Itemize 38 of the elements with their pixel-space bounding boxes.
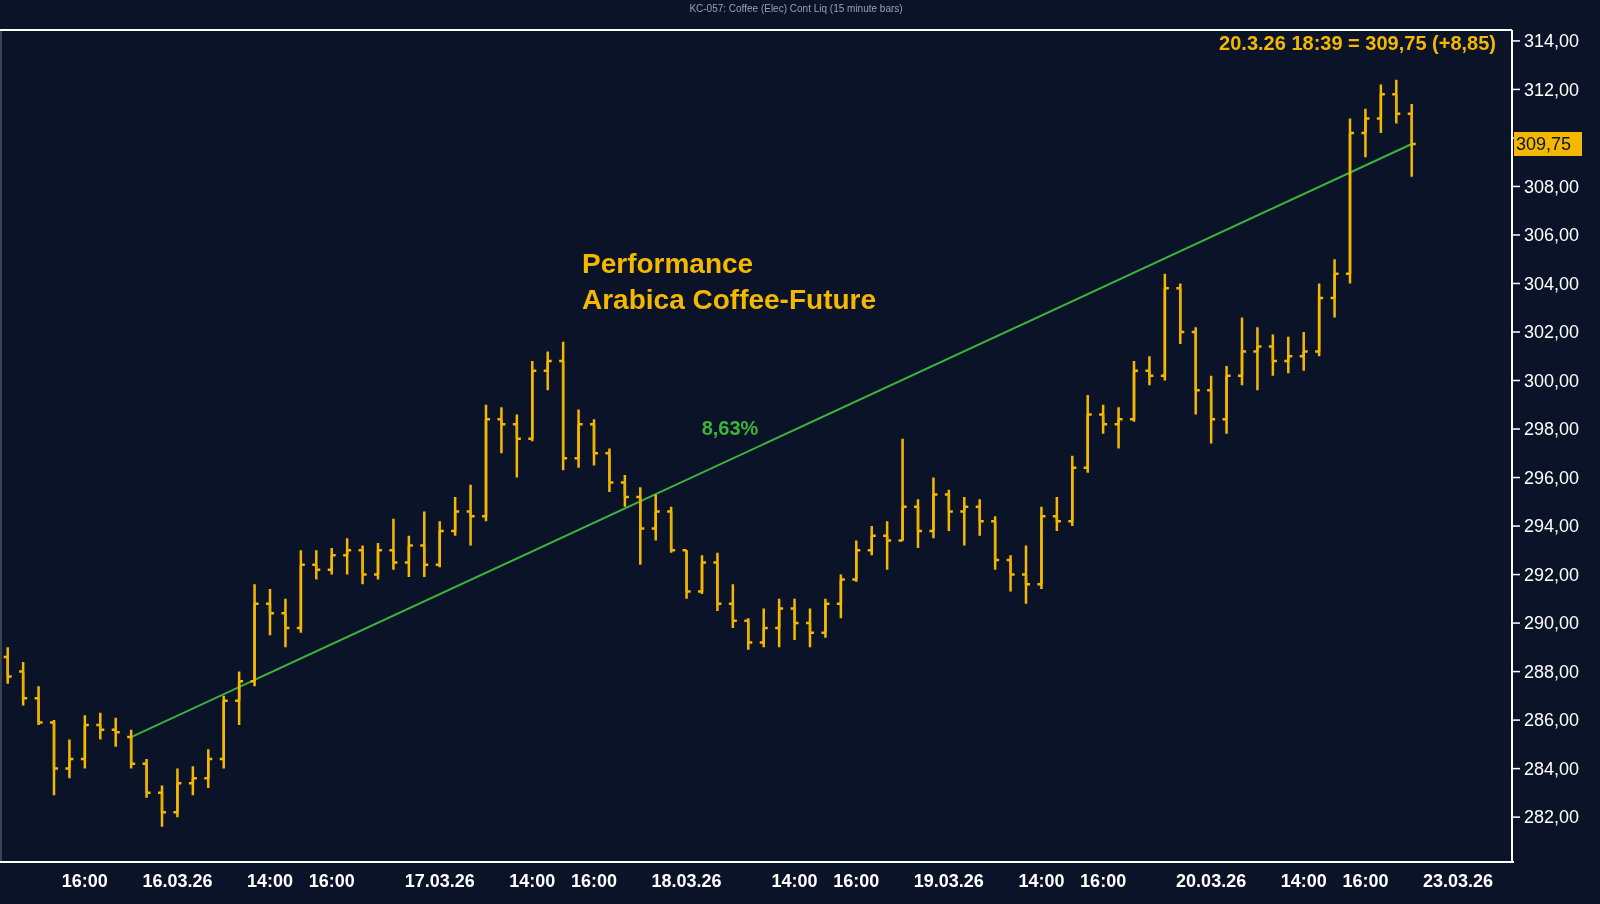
x-tick-label: 14:00 [509, 871, 556, 891]
x-tick-label: 23.03.26 [1422, 871, 1494, 891]
x-tick-label: 20.03.26 [1176, 871, 1247, 891]
y-tick-label: 314,00 [1524, 31, 1580, 52]
y-tick-label: 296,00 [1524, 467, 1580, 488]
x-tick-label: 14:00 [246, 871, 294, 891]
y-tick-label: 308,00 [1524, 176, 1580, 197]
y-tick-label: 282,00 [1524, 807, 1580, 828]
x-tick-label: 18.03.26 [651, 871, 722, 891]
y-tick-label: 306,00 [1524, 225, 1580, 246]
y-tick-label: 290,00 [1524, 613, 1580, 634]
y-tick-label: 300,00 [1524, 370, 1580, 391]
annotation: 20.3.26 18:39 = 309,75 (+8,85) [1219, 32, 1496, 54]
y-tick-label: 292,00 [1524, 564, 1580, 585]
x-tick-label: 16:00 [61, 871, 108, 891]
x-tick-label: 14:00 [1018, 871, 1065, 891]
y-tick-label: 294,00 [1524, 516, 1580, 537]
x-tick-label: 16:00 [833, 871, 880, 891]
x-tick-label: 16:00 [1342, 871, 1389, 891]
x-tick-label: 16:00 [1080, 871, 1127, 891]
x-tick-label: 14:00 [1280, 871, 1327, 891]
y-tick-label: 302,00 [1524, 322, 1580, 343]
y-tick-label: 286,00 [1524, 710, 1580, 731]
x-tick-label: 17.03.26 [404, 871, 475, 891]
y-tick-label: 288,00 [1524, 661, 1580, 682]
text: 309,75 [1516, 134, 1572, 155]
x-tick-label: 19.03.26 [913, 871, 984, 891]
y-tick-label: 298,00 [1524, 419, 1580, 440]
x-tick-label: 14:00 [771, 871, 818, 891]
y-tick-label: 304,00 [1524, 273, 1580, 294]
y-tick-label: 312,00 [1524, 79, 1580, 100]
y-tick-label: 284,00 [1524, 758, 1580, 779]
annotation: 8,63% [701, 417, 759, 439]
x-tick-label: 16.03.26 [142, 871, 213, 891]
chart-subtitle: KC-057: Coffee (Elec) Cont Liq (15 minute bars) [689, 3, 903, 14]
x-tick-label: 16:00 [570, 871, 618, 891]
text: Performance Arabica Coffee-Future [582, 248, 877, 315]
x-tick-label: 16:00 [308, 871, 355, 891]
